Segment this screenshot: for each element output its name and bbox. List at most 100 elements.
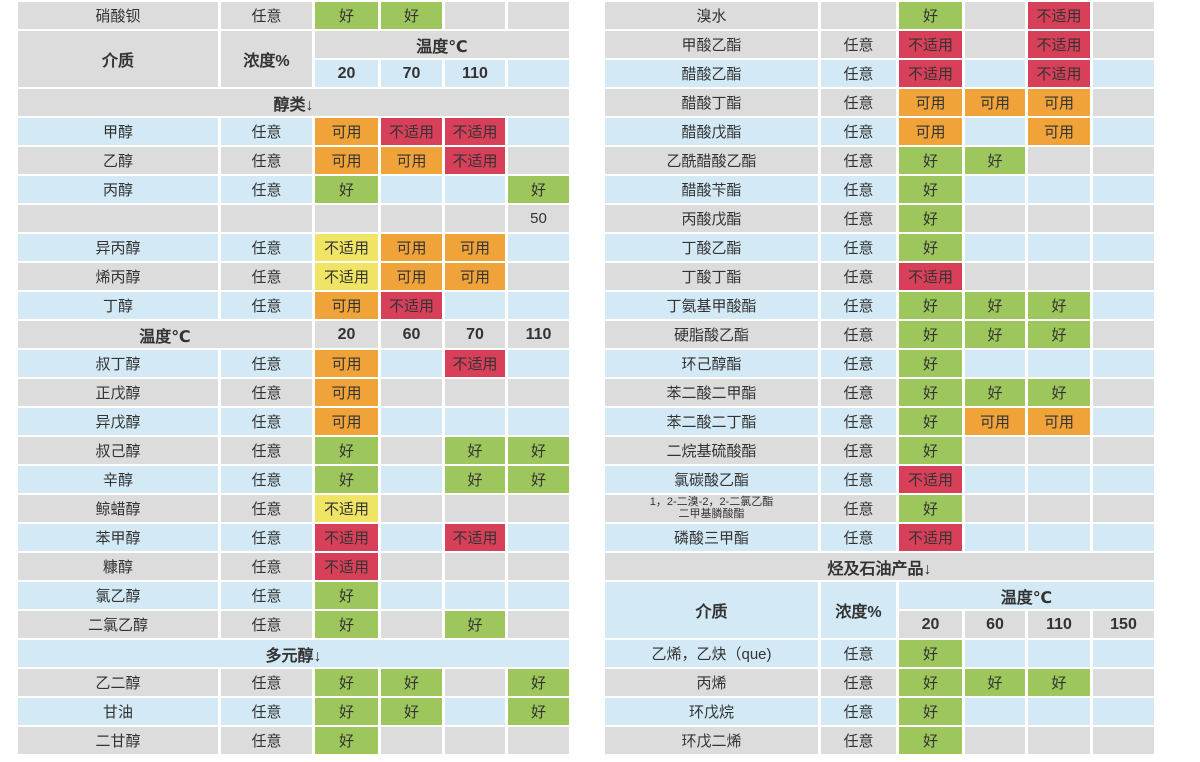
medium-cell: 甲醇 <box>18 118 218 145</box>
status-cell-good: 好 <box>381 2 442 29</box>
status-cell-good: 好 <box>1028 669 1090 696</box>
empty-cell <box>1093 640 1154 667</box>
empty-cell <box>508 118 569 145</box>
empty-cell <box>965 31 1025 58</box>
concentration-cell: 任意 <box>821 669 896 696</box>
empty-cell <box>1028 640 1090 667</box>
section-header: 醇类↓ <box>18 89 569 116</box>
empty-cell <box>1028 437 1090 464</box>
empty-cell <box>965 234 1025 261</box>
status-cell-good: 好 <box>315 669 378 696</box>
temperature-value: 110 <box>1028 611 1090 638</box>
empty-cell <box>381 437 442 464</box>
medium-cell: 叔丁醇 <box>18 350 218 377</box>
empty-cell <box>18 205 218 232</box>
concentration-cell: 任意 <box>821 147 896 174</box>
empty-cell <box>1028 727 1090 754</box>
status-cell-good: 好 <box>445 611 505 638</box>
medium-cell: 二烷基硫酸酯 <box>605 437 818 464</box>
empty-cell <box>1028 466 1090 493</box>
empty-cell <box>1093 727 1154 754</box>
empty-cell <box>965 698 1025 725</box>
status-cell-usable: 可用 <box>445 263 505 290</box>
empty-cell <box>508 408 569 435</box>
status-cell-good: 好 <box>315 582 378 609</box>
empty-cell <box>381 611 442 638</box>
empty-cell <box>381 553 442 580</box>
status-cell-good: 好 <box>508 176 569 203</box>
empty-cell <box>445 553 505 580</box>
empty-cell <box>445 408 505 435</box>
medium-cell: 鲸蜡醇 <box>18 495 218 522</box>
status-cell-bad: 不适用 <box>899 31 962 58</box>
empty-cell <box>508 292 569 319</box>
empty-cell <box>1093 118 1154 145</box>
status-cell-good: 好 <box>965 147 1025 174</box>
status-cell-good: 好 <box>899 2 962 29</box>
empty-cell <box>1093 379 1154 406</box>
medium-cell: 环戊烷 <box>605 698 818 725</box>
medium-cell: 异戊醇 <box>18 408 218 435</box>
empty-cell <box>1093 263 1154 290</box>
status-cell-usable: 可用 <box>445 234 505 261</box>
concentration-cell: 任意 <box>821 321 896 348</box>
medium-cell: 硝酸钡 <box>18 2 218 29</box>
status-cell-good: 好 <box>899 350 962 377</box>
concentration-cell: 任意 <box>821 292 896 319</box>
empty-cell <box>1028 205 1090 232</box>
medium-line-2: 二甲基膦酸酯 <box>678 507 745 520</box>
status-cell-usable: 可用 <box>315 118 378 145</box>
status-cell-good: 好 <box>899 321 962 348</box>
empty-cell <box>445 379 505 406</box>
empty-cell <box>445 205 505 232</box>
medium-cell: 苯甲醇 <box>18 524 218 551</box>
concentration-cell: 任意 <box>221 669 312 696</box>
medium-cell: 异丙醇 <box>18 234 218 261</box>
concentration-cell: 任意 <box>221 379 312 406</box>
empty-cell <box>381 727 442 754</box>
empty-cell <box>965 495 1025 522</box>
concentration-cell: 任意 <box>821 118 896 145</box>
empty-cell <box>1093 176 1154 203</box>
temperature-value: 150 <box>1093 611 1154 638</box>
status-cell-usable: 可用 <box>315 379 378 406</box>
status-cell-bad: 不适用 <box>445 118 505 145</box>
status-cell-usable: 可用 <box>315 408 378 435</box>
status-cell-bad: 不适用 <box>315 524 378 551</box>
concentration-cell: 任意 <box>221 466 312 493</box>
medium-cell: 环己醇酯 <box>605 350 818 377</box>
status-cell-good: 好 <box>899 408 962 435</box>
medium-cell: 烯丙醇 <box>18 263 218 290</box>
status-cell-good: 好 <box>1028 379 1090 406</box>
status-cell-good: 好 <box>445 437 505 464</box>
temperature-note-cell: 50 <box>508 205 569 232</box>
medium-cell: 苯二酸二丁酯 <box>605 408 818 435</box>
empty-cell <box>1093 31 1154 58</box>
status-cell-bad: 不适用 <box>1028 60 1090 87</box>
status-cell-usable: 可用 <box>899 118 962 145</box>
concentration-cell: 任意 <box>821 263 896 290</box>
medium-cell: 乙烯，乙炔（que) <box>605 640 818 667</box>
temperature-value: 60 <box>965 611 1025 638</box>
concentration-cell: 任意 <box>221 408 312 435</box>
empty-cell <box>445 669 505 696</box>
medium-cell: 醋酸戊酯 <box>605 118 818 145</box>
empty-cell <box>1093 350 1154 377</box>
medium-cell: 丁醇 <box>18 292 218 319</box>
medium-cell: 苯二酸二甲酯 <box>605 379 818 406</box>
status-cell-good: 好 <box>965 292 1025 319</box>
empty-cell <box>1028 524 1090 551</box>
status-cell-usable: 可用 <box>315 350 378 377</box>
status-cell-good: 好 <box>965 669 1025 696</box>
status-cell-good: 好 <box>315 176 378 203</box>
empty-cell <box>1028 234 1090 261</box>
medium-cell: 环戊二烯 <box>605 727 818 754</box>
status-cell-bad-yellow: 不适用 <box>315 234 378 261</box>
concentration-cell: 任意 <box>221 553 312 580</box>
empty-cell <box>1028 698 1090 725</box>
section-header: 烃及石油产品↓ <box>605 553 1154 580</box>
status-cell-good: 好 <box>381 669 442 696</box>
concentration-cell: 任意 <box>221 350 312 377</box>
empty-cell <box>1093 408 1154 435</box>
status-cell-good: 好 <box>899 379 962 406</box>
